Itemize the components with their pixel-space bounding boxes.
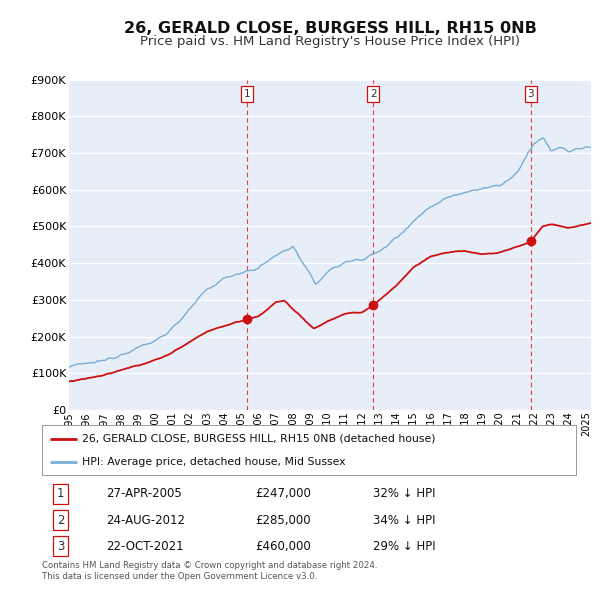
Text: 3: 3 xyxy=(527,89,534,99)
Text: £247,000: £247,000 xyxy=(256,487,311,500)
Text: 26, GERALD CLOSE, BURGESS HILL, RH15 0NB (detached house): 26, GERALD CLOSE, BURGESS HILL, RH15 0NB… xyxy=(82,434,436,444)
Text: 32% ↓ HPI: 32% ↓ HPI xyxy=(373,487,436,500)
Text: 2: 2 xyxy=(370,89,376,99)
Text: HPI: Average price, detached house, Mid Sussex: HPI: Average price, detached house, Mid … xyxy=(82,457,346,467)
Text: 1: 1 xyxy=(244,89,250,99)
Text: £460,000: £460,000 xyxy=(256,540,311,553)
Text: 34% ↓ HPI: 34% ↓ HPI xyxy=(373,514,436,527)
Text: 24-AUG-2012: 24-AUG-2012 xyxy=(106,514,185,527)
Text: 29% ↓ HPI: 29% ↓ HPI xyxy=(373,540,436,553)
Text: Contains HM Land Registry data © Crown copyright and database right 2024.
This d: Contains HM Land Registry data © Crown c… xyxy=(42,560,377,581)
Text: Price paid vs. HM Land Registry's House Price Index (HPI): Price paid vs. HM Land Registry's House … xyxy=(140,35,520,48)
Text: £285,000: £285,000 xyxy=(256,514,311,527)
Text: 2: 2 xyxy=(57,514,64,527)
Text: 26, GERALD CLOSE, BURGESS HILL, RH15 0NB: 26, GERALD CLOSE, BURGESS HILL, RH15 0NB xyxy=(124,21,536,35)
Text: 22-OCT-2021: 22-OCT-2021 xyxy=(106,540,184,553)
Text: 27-APR-2005: 27-APR-2005 xyxy=(106,487,182,500)
Text: 1: 1 xyxy=(57,487,64,500)
Text: 3: 3 xyxy=(57,540,64,553)
